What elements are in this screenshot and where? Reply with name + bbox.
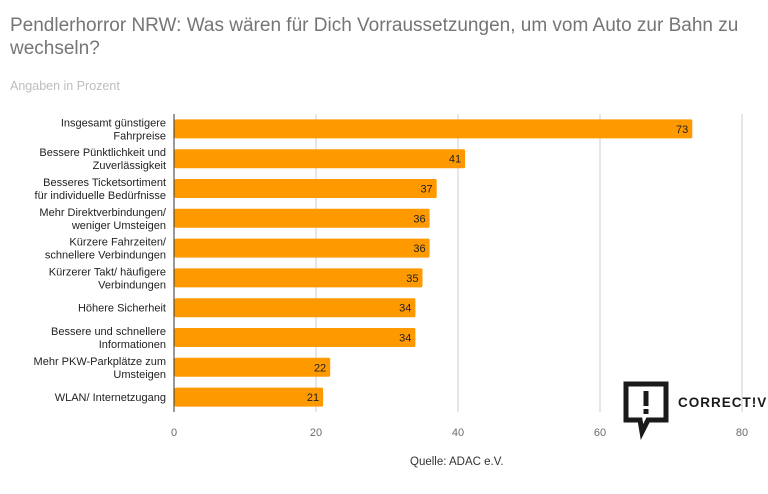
data-label: 22: [314, 362, 326, 374]
correctiv-logo: CORRECT!V: [622, 380, 768, 440]
bar: [174, 179, 437, 198]
category-label: Kürzere Fahrzeiten/schnellere Verbindung…: [45, 237, 167, 262]
bar: [174, 149, 466, 169]
category-label: Insgesamt günstigere Fahrpreise: [61, 117, 166, 142]
data-label: 34: [399, 303, 411, 315]
data-label: 21: [307, 392, 319, 404]
category-label: Höhere Sicherheit: [78, 303, 166, 315]
x-tick-label: 0: [171, 427, 177, 439]
data-label: 35: [406, 273, 418, 285]
bar: [174, 268, 423, 288]
data-label: 41: [449, 154, 461, 166]
bar: [174, 238, 430, 258]
category-label: Mehr PKW-Parkplätze zum Umsteigen: [34, 356, 166, 381]
x-tick-label: 80: [736, 427, 748, 439]
category-label: WLAN/ Internetzugang: [55, 392, 166, 404]
source-note: Quelle: ADAC e.V.: [410, 456, 504, 468]
x-tick-label: 40: [452, 427, 464, 439]
bar: [174, 119, 693, 139]
x-tick-label: 60: [594, 427, 606, 439]
bar: [174, 357, 331, 377]
data-label: 34: [399, 333, 411, 345]
chart-title: Pendlerhorror NRW: Was wären für Dich Vo…: [10, 15, 739, 59]
x-tick-label: 20: [310, 427, 322, 439]
data-label: 73: [676, 124, 688, 136]
data-label: 36: [413, 243, 425, 255]
category-label: Besseres Ticketsortiment für individuelle…: [35, 177, 166, 202]
bar: [174, 208, 430, 228]
speech-bubble-exclamation-icon: [623, 381, 669, 440]
category-label: Bessere Pünktlichkeit und Zuverlässigkeit: [39, 147, 166, 172]
chart-subtitle: Angaben in Prozent: [10, 79, 120, 93]
bar: [174, 328, 416, 347]
bar: [174, 298, 416, 318]
data-label: 36: [413, 213, 425, 225]
category-label: Mehr Direktverbindungen/weniger Umsteige…: [39, 207, 167, 232]
category-label: Kürzerer Takt/ häufigere Verbindungen: [49, 266, 166, 291]
data-label: 37: [420, 184, 432, 196]
bar: [174, 387, 324, 407]
category-label: Bessere und schnellere Informationen: [51, 326, 166, 351]
logo-text: CORRECT!V: [678, 395, 768, 410]
